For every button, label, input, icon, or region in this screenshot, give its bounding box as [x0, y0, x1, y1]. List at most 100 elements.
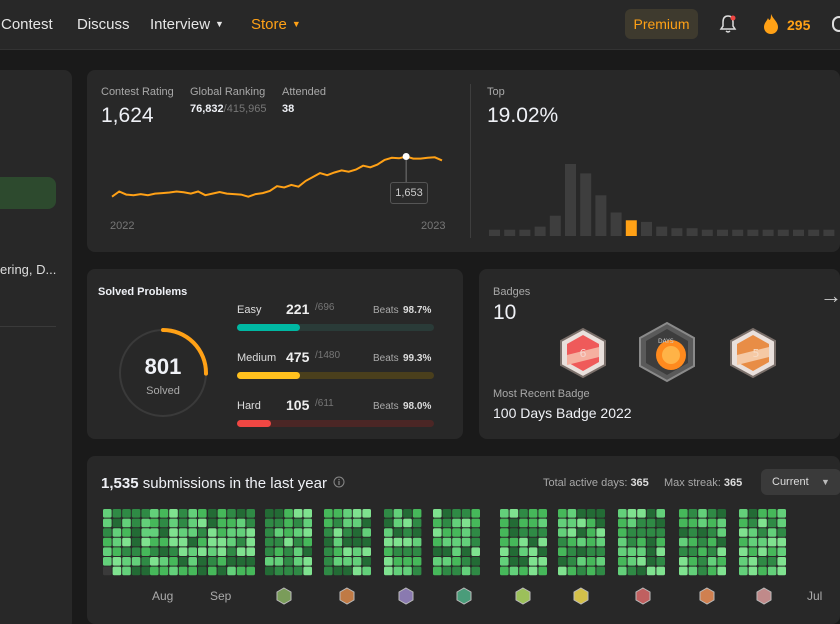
heatmap-cell[interactable]: [739, 518, 748, 528]
heatmap-cell[interactable]: [236, 537, 246, 547]
heatmap-cell[interactable]: [442, 566, 452, 576]
heatmap-cell[interactable]: [384, 537, 393, 547]
heatmap-cell[interactable]: [403, 528, 412, 537]
heatmap-cell[interactable]: [150, 547, 159, 556]
heatmap-cell[interactable]: [293, 557, 303, 566]
heatmap-cell[interactable]: [333, 509, 343, 518]
heatmap-cell[interactable]: [698, 557, 707, 566]
heatmap-cell[interactable]: [528, 537, 538, 547]
histogram-bar[interactable]: [549, 215, 561, 236]
heatmap-cell[interactable]: [236, 557, 246, 566]
heatmap-cell[interactable]: [217, 509, 227, 518]
heatmap-cell[interactable]: [284, 557, 293, 566]
heatmap-cell[interactable]: [412, 528, 422, 537]
heatmap-cell[interactable]: [352, 537, 362, 547]
heatmap-cell[interactable]: [509, 557, 519, 566]
heatmap-cell[interactable]: [141, 509, 150, 518]
heatmap-cell[interactable]: [627, 528, 637, 537]
heatmap-cell[interactable]: [452, 528, 461, 537]
heatmap-cell[interactable]: [500, 537, 509, 547]
heatmap-cell[interactable]: [362, 566, 371, 576]
heatmap-cell[interactable]: [393, 528, 403, 537]
heatmap-badge-icon[interactable]: [276, 587, 292, 605]
heatmap-cell[interactable]: [217, 557, 227, 566]
heatmap-cell[interactable]: [303, 509, 312, 518]
histogram-bar[interactable]: [747, 229, 759, 236]
heatmap-cell[interactable]: [112, 509, 122, 518]
heatmap-cell[interactable]: [528, 518, 538, 528]
heatmap-cell[interactable]: [646, 547, 656, 556]
heatmap-cell[interactable]: [208, 557, 217, 566]
heatmap-cell[interactable]: [208, 566, 217, 576]
edit-profile-button[interactable]: [0, 177, 56, 209]
heatmap-cell[interactable]: [284, 509, 293, 518]
heatmap-cell[interactable]: [717, 518, 726, 528]
histogram-bar[interactable]: [686, 228, 698, 236]
heatmap-cell[interactable]: [748, 547, 758, 556]
heatmap-cell[interactable]: [767, 566, 777, 576]
heatmap-cell[interactable]: [577, 566, 586, 576]
heatmap-cell[interactable]: [656, 557, 665, 566]
heatmap-cell[interactable]: [433, 547, 442, 556]
heatmap-cell[interactable]: [739, 509, 748, 518]
heatmap-cell[interactable]: [103, 509, 112, 518]
heatmap-cell[interactable]: [452, 518, 461, 528]
heatmap-cell[interactable]: [637, 547, 646, 556]
heatmap-cell[interactable]: [777, 547, 786, 556]
heatmap-cell[interactable]: [393, 518, 403, 528]
heatmap-cell[interactable]: [284, 566, 293, 576]
heatmap-cell[interactable]: [528, 547, 538, 556]
heatmap-cell[interactable]: [717, 547, 726, 556]
histogram-bar[interactable]: [565, 164, 576, 236]
heatmap-cell[interactable]: [688, 537, 698, 547]
heatmap-cell[interactable]: [333, 528, 343, 537]
heatmap-cell[interactable]: [141, 557, 150, 566]
heatmap-cell[interactable]: [303, 547, 312, 556]
heatmap-cell[interactable]: [169, 528, 178, 537]
heatmap-cell[interactable]: [303, 557, 312, 566]
histogram-bar[interactable]: [732, 229, 744, 236]
heatmap-cell[interactable]: [265, 537, 274, 547]
heatmap-cell[interactable]: [577, 537, 586, 547]
heatmap-cell[interactable]: [707, 547, 717, 556]
heatmap-cell[interactable]: [303, 518, 312, 528]
heatmap-cell[interactable]: [333, 557, 343, 566]
heatmap-cell[interactable]: [509, 537, 519, 547]
heatmap-cell[interactable]: [627, 509, 637, 518]
heatmap-cell[interactable]: [618, 509, 627, 518]
heatmap-cell[interactable]: [558, 547, 567, 556]
heatmap-cell[interactable]: [131, 566, 141, 576]
heatmap-cell[interactable]: [646, 518, 656, 528]
heatmap-cell[interactable]: [618, 528, 627, 537]
heatmap-cell[interactable]: [352, 509, 362, 518]
heatmap-cell[interactable]: [293, 566, 303, 576]
heatmap-cell[interactable]: [637, 518, 646, 528]
heatmap-cell[interactable]: [767, 557, 777, 566]
heatmap-cell[interactable]: [748, 566, 758, 576]
heatmap-cell[interactable]: [748, 518, 758, 528]
heatmap-cell[interactable]: [343, 566, 352, 576]
heatmap-cell[interactable]: [412, 566, 422, 576]
heatmap-cell[interactable]: [362, 528, 371, 537]
heatmap-cell[interactable]: [758, 528, 767, 537]
heatmap-cell[interactable]: [688, 528, 698, 537]
heatmap-cell[interactable]: [646, 557, 656, 566]
heatmap-cell[interactable]: [717, 557, 726, 566]
heatmap-cell[interactable]: [188, 547, 197, 556]
heatmap-cell[interactable]: [698, 566, 707, 576]
heatmap-cell[interactable]: [586, 557, 596, 566]
heatmap-cell[interactable]: [558, 557, 567, 566]
histogram-bar[interactable]: [762, 229, 774, 236]
badge-monthly-icon[interactable]: 5: [729, 327, 777, 379]
heatmap-cell[interactable]: [178, 537, 188, 547]
heatmap-cell[interactable]: [236, 518, 246, 528]
heatmap-cell[interactable]: [627, 518, 637, 528]
heatmap-cell[interactable]: [519, 518, 528, 528]
heatmap-cell[interactable]: [343, 547, 352, 556]
heatmap-cell[interactable]: [717, 528, 726, 537]
heatmap-cell[interactable]: [403, 557, 412, 566]
histogram-bar[interactable]: [625, 220, 637, 236]
heatmap-cell[interactable]: [246, 509, 255, 518]
heatmap-cell[interactable]: [717, 509, 726, 518]
heatmap-cell[interactable]: [403, 509, 412, 518]
